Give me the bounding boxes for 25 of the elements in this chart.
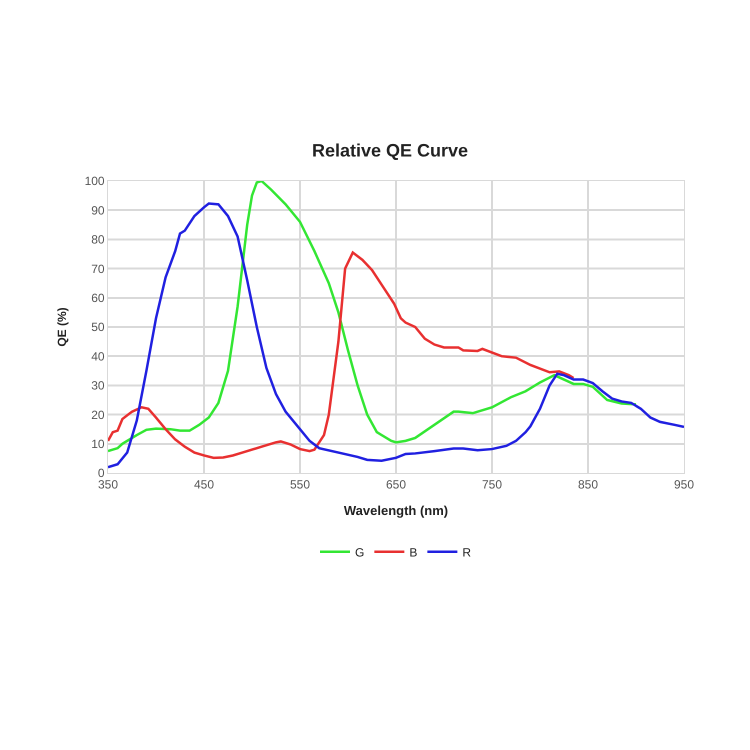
line-series xyxy=(108,202,684,468)
line-series xyxy=(108,181,638,452)
y-axis-title: QE (%) xyxy=(54,307,69,347)
x-tick-label: 750 xyxy=(482,477,502,492)
chart-title: Relative QE Curve xyxy=(312,140,468,160)
legend-label: R xyxy=(462,545,472,560)
line-series xyxy=(108,251,575,460)
y-tick-label: 10 xyxy=(91,437,105,451)
y-tick-label: 50 xyxy=(91,320,105,334)
y-tick-label: 40 xyxy=(91,349,105,364)
x-axis-title: Wavelength (nm) xyxy=(344,503,448,518)
y-tick-label: 70 xyxy=(91,262,105,276)
x-tick-label: 850 xyxy=(578,477,598,492)
legend-label: G xyxy=(355,545,364,560)
x-tick-label: 950 xyxy=(674,477,694,492)
legend-label: B xyxy=(409,545,418,560)
y-tick-label: 100 xyxy=(84,174,105,188)
y-tick-label: 30 xyxy=(91,378,105,393)
y-tick-label: 90 xyxy=(91,203,105,218)
y-tick-label: 80 xyxy=(91,232,105,247)
x-tick-label: 650 xyxy=(386,477,406,492)
x-tick-label: 550 xyxy=(290,477,310,492)
y-tick-label: 60 xyxy=(91,291,105,305)
x-tick-label: 450 xyxy=(194,477,214,492)
y-tick-label: 20 xyxy=(91,408,105,422)
